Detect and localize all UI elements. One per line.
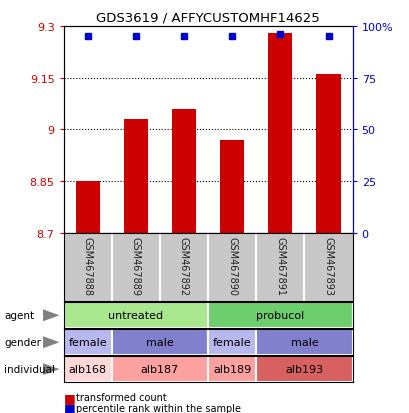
- Title: GDS3619 / AFFYCUSTOMHF14625: GDS3619 / AFFYCUSTOMHF14625: [96, 11, 319, 24]
- FancyBboxPatch shape: [63, 303, 207, 328]
- Text: individual: individual: [4, 364, 55, 374]
- FancyBboxPatch shape: [63, 356, 111, 382]
- Text: ■: ■: [63, 401, 75, 413]
- Text: GSM467893: GSM467893: [323, 237, 333, 296]
- Text: gender: gender: [4, 337, 41, 347]
- FancyBboxPatch shape: [207, 303, 352, 328]
- Text: GSM467888: GSM467888: [83, 237, 92, 296]
- Text: female: female: [68, 337, 107, 347]
- Bar: [75, 182, 99, 233]
- Bar: [171, 109, 196, 233]
- Bar: [220, 140, 244, 233]
- Polygon shape: [43, 363, 59, 375]
- Text: untreated: untreated: [108, 311, 163, 320]
- FancyBboxPatch shape: [111, 356, 207, 382]
- FancyBboxPatch shape: [256, 330, 352, 355]
- Polygon shape: [43, 337, 59, 348]
- Text: GSM467891: GSM467891: [275, 237, 285, 296]
- FancyBboxPatch shape: [207, 330, 256, 355]
- FancyBboxPatch shape: [207, 356, 256, 382]
- FancyBboxPatch shape: [63, 330, 111, 355]
- Text: alb168: alb168: [68, 364, 106, 374]
- Text: GSM467892: GSM467892: [179, 237, 189, 296]
- Text: percentile rank within the sample: percentile rank within the sample: [76, 403, 240, 413]
- FancyBboxPatch shape: [256, 356, 352, 382]
- Text: male: male: [146, 337, 173, 347]
- Text: probucol: probucol: [256, 311, 304, 320]
- Bar: [316, 75, 340, 233]
- Text: GSM467890: GSM467890: [227, 237, 236, 296]
- Text: female: female: [212, 337, 251, 347]
- FancyBboxPatch shape: [111, 330, 207, 355]
- Text: alb187: alb187: [140, 364, 179, 374]
- Text: ■: ■: [63, 391, 75, 404]
- Text: alb189: alb189: [213, 364, 251, 374]
- Bar: [267, 34, 292, 233]
- Text: male: male: [290, 337, 317, 347]
- Text: GSM467889: GSM467889: [130, 237, 140, 296]
- Text: transformed count: transformed count: [76, 392, 166, 402]
- Text: agent: agent: [4, 311, 34, 320]
- Polygon shape: [43, 310, 59, 321]
- Bar: [124, 120, 148, 233]
- Text: alb193: alb193: [285, 364, 323, 374]
